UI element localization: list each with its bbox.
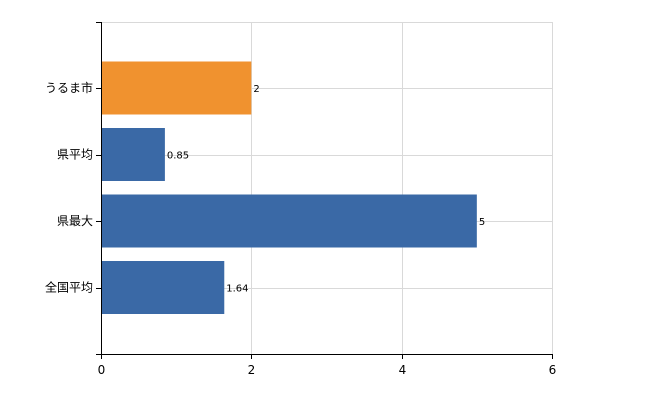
bar-0 xyxy=(101,61,252,115)
x-tick-label-0: 0 xyxy=(98,363,106,377)
value-label-0: 2 xyxy=(253,84,259,95)
value-label-1: 0.85 xyxy=(167,151,189,162)
bar-3 xyxy=(101,261,225,314)
value-label-3: 1.64 xyxy=(226,284,248,295)
bars xyxy=(101,61,477,314)
axes xyxy=(96,22,553,359)
category-label-2: 県最大 xyxy=(57,214,93,228)
x-tick-label-3: 6 xyxy=(549,363,557,377)
x-tick-label-1: 2 xyxy=(248,363,256,377)
value-label-2: 5 xyxy=(479,217,485,228)
x-tick-label-2: 4 xyxy=(399,363,407,377)
bar-2 xyxy=(101,194,477,248)
category-label-0: うるま市 xyxy=(45,80,93,95)
category-label-1: 県平均 xyxy=(57,148,93,162)
bar-1 xyxy=(101,128,165,181)
category-label-3: 全国平均 xyxy=(45,280,93,295)
